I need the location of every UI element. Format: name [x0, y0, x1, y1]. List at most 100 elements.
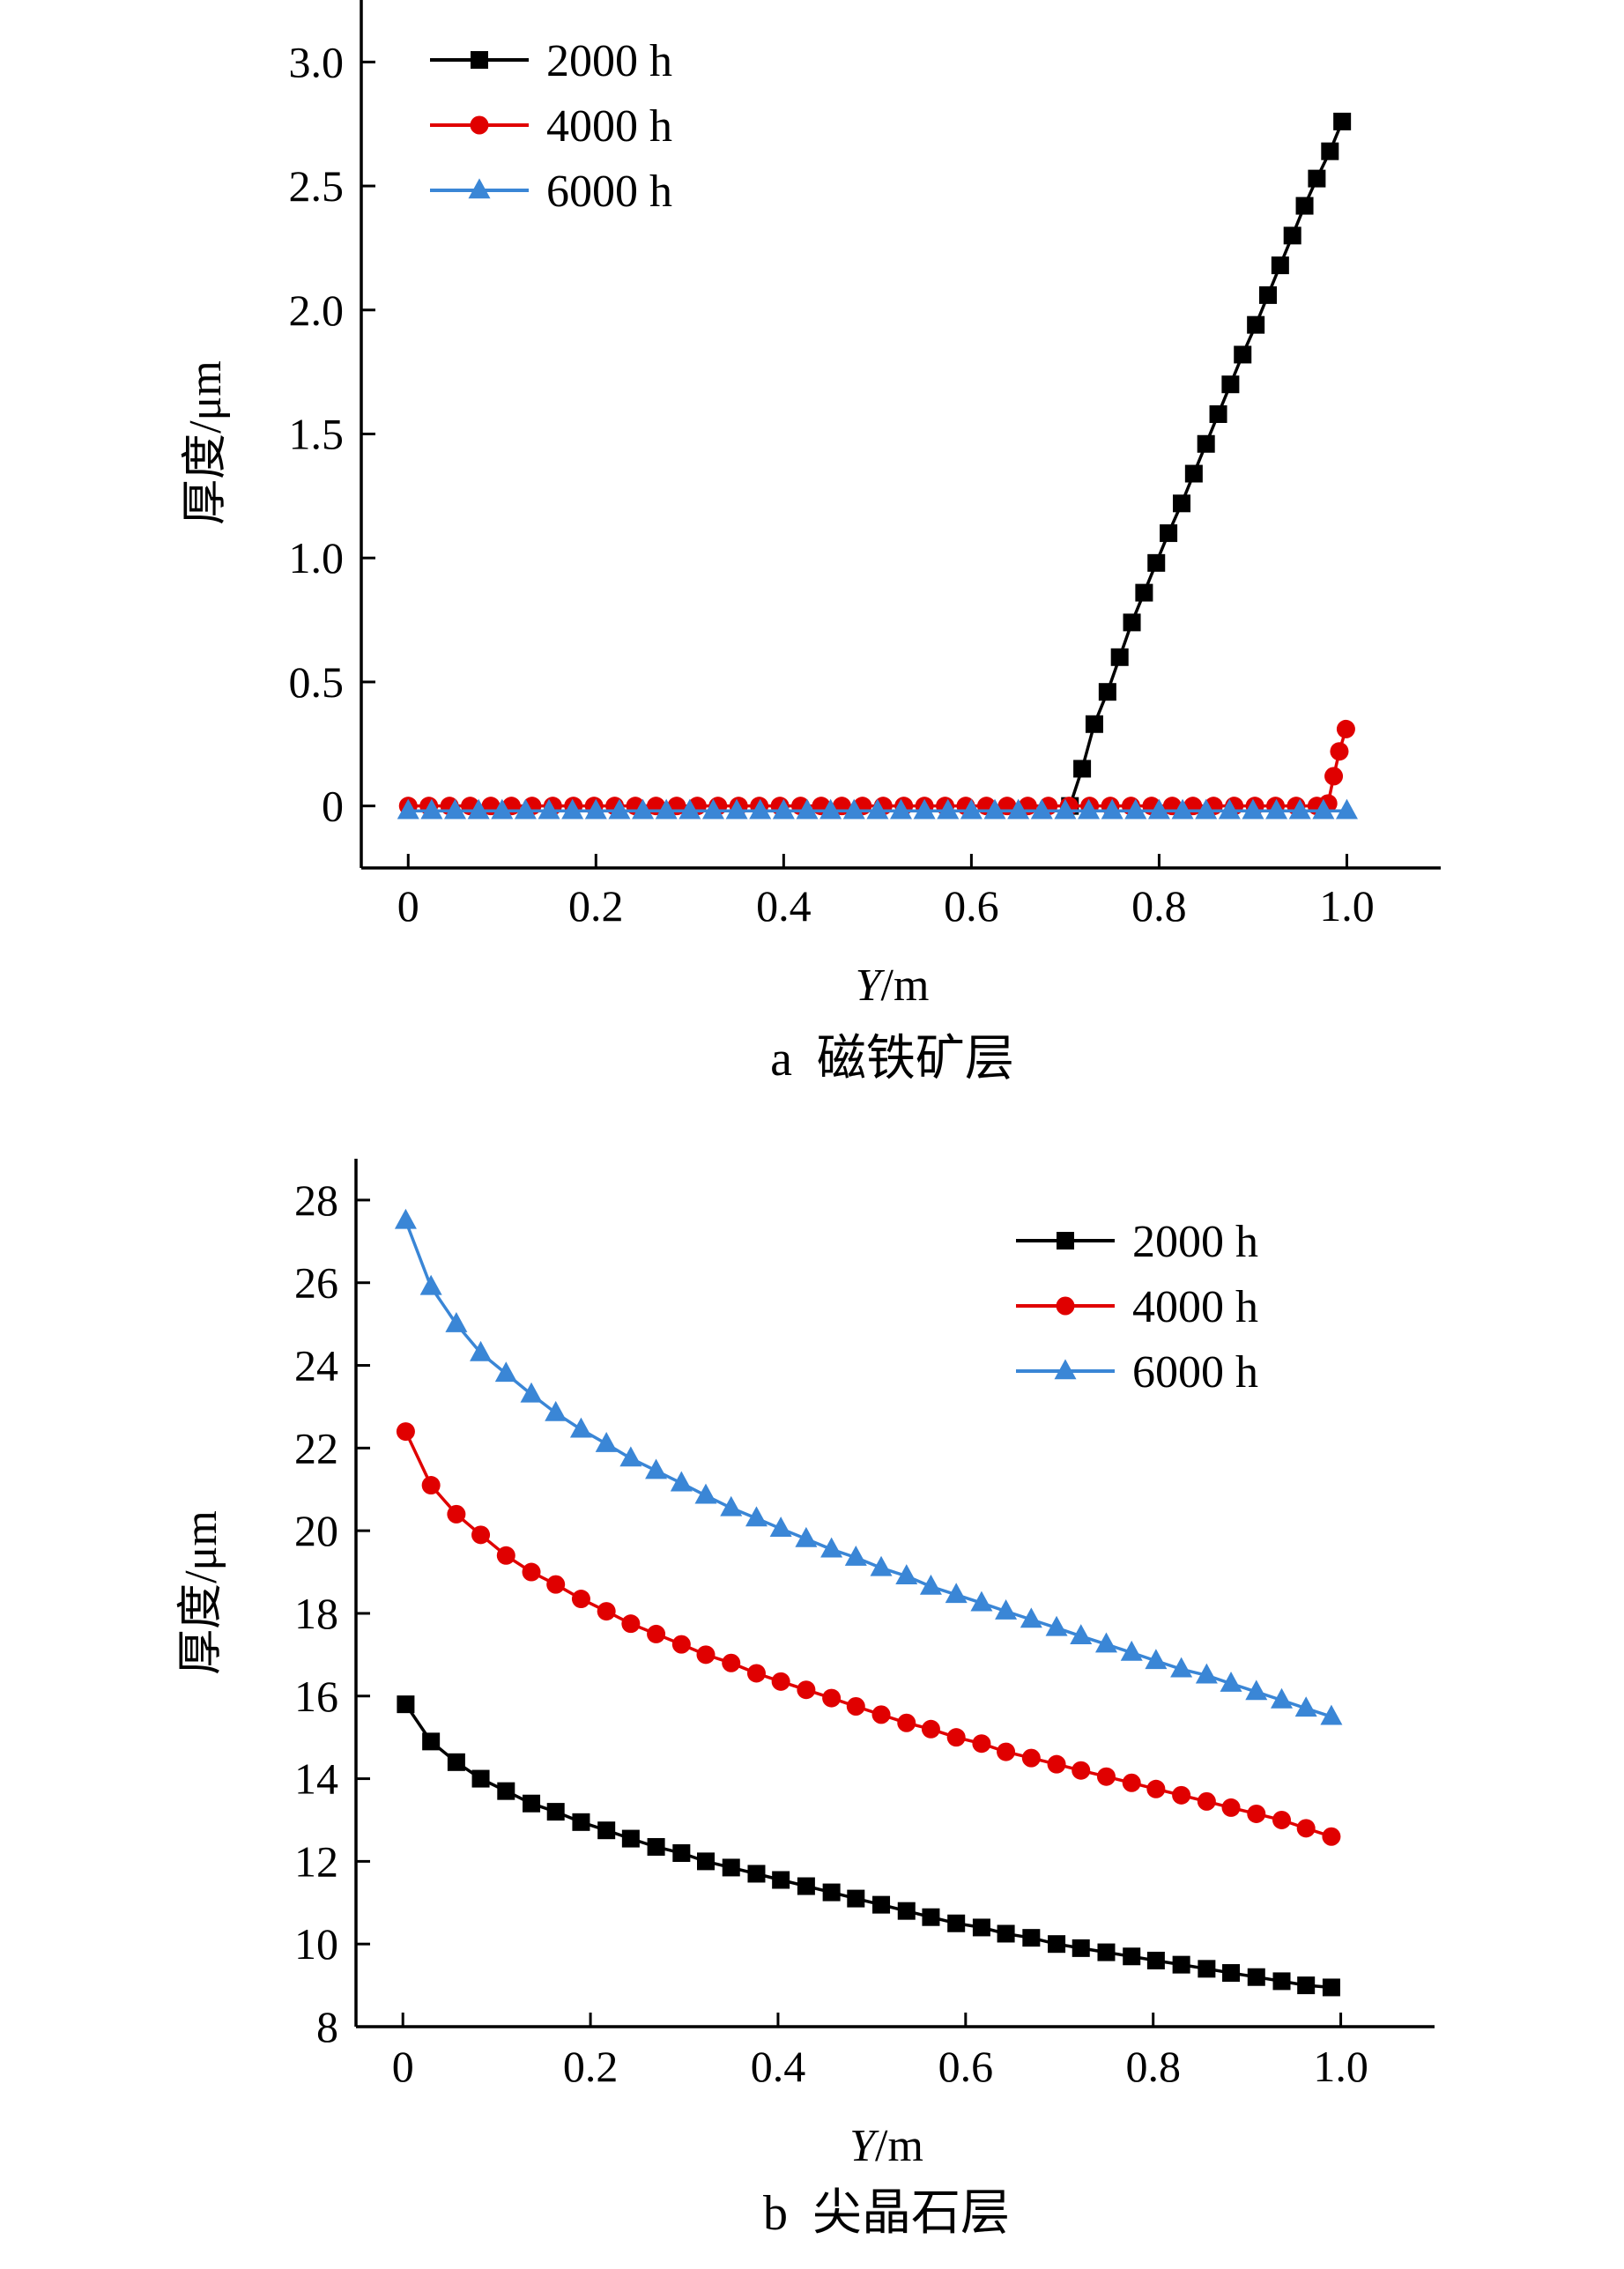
legend-marker [1054, 1359, 1077, 1380]
data-point [1097, 1943, 1116, 1961]
data-point [1209, 404, 1227, 423]
data-point [647, 1624, 666, 1643]
data-point [444, 798, 467, 819]
data-point [1218, 798, 1241, 819]
caption-text: 尖晶石层 [812, 2186, 1010, 2241]
data-point [997, 1742, 1016, 1761]
data-point [701, 798, 724, 819]
data-point [797, 1877, 815, 1895]
data-point [972, 1918, 990, 1937]
data-point [796, 798, 819, 819]
x-tick-label: 0.8 [1131, 881, 1187, 931]
data-point [945, 1583, 968, 1604]
data-point [608, 798, 631, 819]
data-point [595, 1432, 618, 1452]
data-point [1324, 767, 1344, 786]
data-point [471, 1769, 490, 1788]
y-tick-label: 22 [294, 1423, 338, 1472]
data-point [866, 798, 889, 819]
data-point [1020, 1607, 1042, 1628]
series-4000-h [396, 1422, 1341, 1846]
x-tick-label: 0.4 [756, 881, 812, 931]
data-point [745, 1506, 768, 1527]
data-point [1160, 524, 1178, 543]
data-point [1170, 1657, 1193, 1678]
data-point [1247, 1968, 1265, 1986]
data-point [1288, 798, 1311, 819]
data-point [397, 1695, 415, 1714]
data-point [422, 1732, 441, 1751]
data-point [420, 798, 443, 819]
data-point [491, 798, 514, 819]
data-point [1073, 760, 1092, 778]
series-2000-h [397, 1695, 1340, 1997]
legend-item: 2000 h [1016, 1217, 1258, 1267]
data-point [1312, 798, 1335, 819]
data-point [972, 1734, 991, 1754]
x-axis-title: Y/m [849, 2121, 923, 2171]
data-point [897, 1902, 916, 1920]
data-point [1330, 742, 1349, 761]
legend-label: 2000 h [1132, 1217, 1258, 1267]
data-point [670, 1471, 693, 1492]
figure-caption: b 尖晶石层 [763, 2186, 1010, 2241]
data-point [983, 798, 1006, 819]
x-axis-title: Y/m [856, 960, 930, 1011]
data-point [1122, 1773, 1141, 1792]
data-point [421, 1476, 441, 1495]
data-point [467, 798, 490, 819]
data-point [1078, 798, 1101, 819]
data-point [772, 1871, 790, 1889]
data-point [822, 1688, 842, 1708]
y-tick-label: 26 [294, 1258, 338, 1308]
data-point [822, 1883, 841, 1902]
data-point [396, 1422, 415, 1442]
data-point [771, 1672, 790, 1691]
data-point [1294, 1696, 1317, 1717]
data-point [584, 798, 607, 819]
x-tick-label: 0.4 [751, 2042, 806, 2091]
series-line [404, 1703, 1332, 1990]
data-point [397, 798, 419, 819]
data-point [394, 1208, 417, 1229]
data-point [1222, 1964, 1241, 1983]
legend-item: 6000 h [1016, 1347, 1258, 1398]
data-point [1085, 715, 1103, 733]
data-point [947, 1914, 966, 1932]
legend-label: 2000 h [546, 36, 672, 86]
data-point [960, 798, 983, 819]
data-point [647, 1837, 665, 1856]
data-point [1308, 169, 1326, 188]
data-point [471, 1525, 491, 1545]
data-point [922, 1908, 940, 1926]
data-point [569, 1417, 592, 1438]
data-point [697, 1852, 716, 1871]
y-tick-label: 0.5 [289, 657, 345, 707]
data-point [523, 1794, 541, 1813]
data-point [597, 1821, 616, 1840]
data-point [514, 798, 537, 819]
data-point [1220, 1672, 1242, 1692]
x-tick-label: 0.6 [938, 2042, 994, 2091]
data-point [921, 1719, 940, 1739]
data-point [1336, 719, 1355, 738]
data-point [1221, 375, 1240, 394]
y-tick-label: 1.0 [289, 533, 345, 582]
data-point [545, 1400, 567, 1421]
data-point [1021, 1748, 1041, 1768]
x-tick-label: 0 [392, 2042, 414, 2091]
series-line [1068, 121, 1344, 807]
data-point [497, 1782, 515, 1800]
data-point [1110, 648, 1129, 666]
data-point [970, 1591, 993, 1612]
data-point [1072, 1761, 1091, 1780]
legend-label: 6000 h [1132, 1347, 1258, 1398]
data-point [1272, 1972, 1291, 1991]
data-point [1070, 1624, 1093, 1644]
data-point [1146, 1779, 1166, 1798]
data-point [561, 798, 584, 819]
data-point [546, 1575, 566, 1594]
legend-item: 4000 h [430, 101, 672, 152]
data-point [632, 798, 655, 819]
data-point [1272, 1810, 1292, 1829]
